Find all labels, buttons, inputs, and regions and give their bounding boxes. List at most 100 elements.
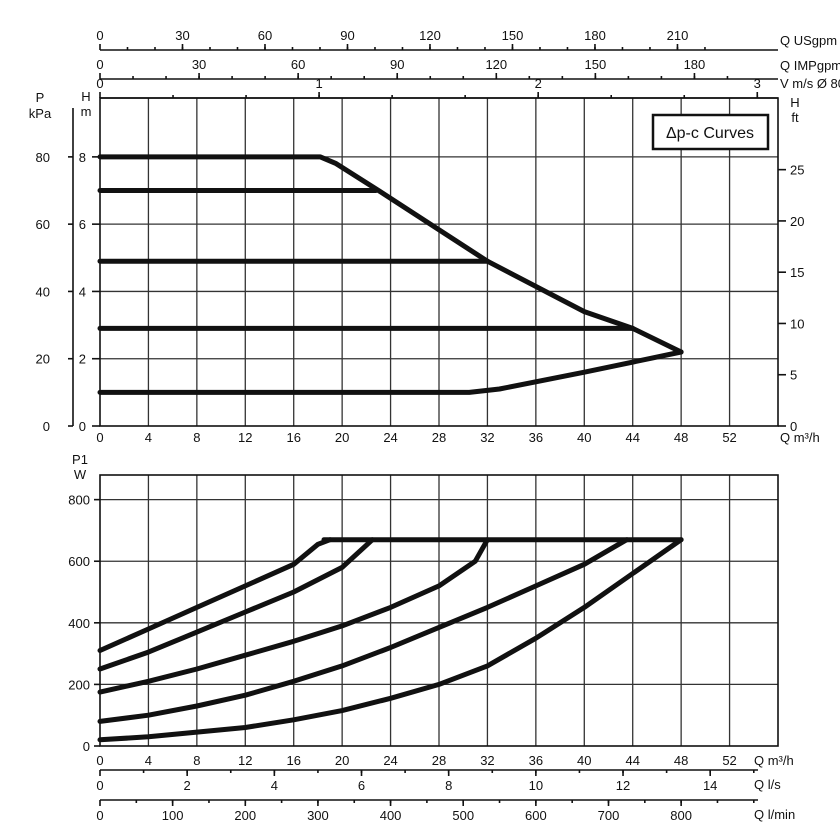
kpa-label-P: P <box>36 90 45 105</box>
top-x-tick-label: 8 <box>193 430 200 445</box>
lmin-tick-label: 300 <box>307 808 329 823</box>
top-x-tick-label: 52 <box>722 430 736 445</box>
velocity-axis-label: V m/s Ø 80 <box>780 76 840 91</box>
power-curve-3 <box>97 537 490 695</box>
impgpm-tick-label: 120 <box>485 57 507 72</box>
kpa-tick-label: 20 <box>36 352 50 367</box>
bottom-x-tick-label: 32 <box>480 753 494 768</box>
head-curve-1 <box>97 154 684 355</box>
power-tick-label: 600 <box>68 554 90 569</box>
power-tick-label: 400 <box>68 616 90 631</box>
ft-tick-label: 20 <box>790 214 804 229</box>
bottom-x-tick-label: 8 <box>193 753 200 768</box>
power-label-W: W <box>74 467 87 482</box>
chart-title: Δp-c Curves <box>666 125 754 142</box>
bottom-x-axis-label: Q m³/h <box>754 753 794 768</box>
top-y-tick-m: 6 <box>79 217 86 232</box>
bottom-x-tick-label: 20 <box>335 753 349 768</box>
kpa-tick-label: 60 <box>36 217 50 232</box>
usgpm-axis-label: Q USgpm <box>780 33 837 48</box>
impgpm-tick-label: 150 <box>585 57 607 72</box>
velocity-tick-label: 0 <box>96 76 103 91</box>
top-x-tick-label: 40 <box>577 430 591 445</box>
top-x-tick-label: 4 <box>145 430 152 445</box>
kpa-tick-label: 0 <box>43 419 50 434</box>
ls-tick-label: 12 <box>616 778 630 793</box>
bottom-x-tick-label: 36 <box>529 753 543 768</box>
impgpm-tick-label: 60 <box>291 57 305 72</box>
top-y-label-H: H <box>81 89 90 104</box>
usgpm-tick-label: 90 <box>340 28 354 43</box>
lmin-tick-label: 0 <box>96 808 103 823</box>
power-label-P1: P1 <box>72 452 88 467</box>
power-curve-4 <box>97 537 630 724</box>
velocity-tick-label: 1 <box>315 76 322 91</box>
impgpm-tick-label: 30 <box>192 57 206 72</box>
ls-tick-label: 10 <box>529 778 543 793</box>
bottom-x-tick-label: 40 <box>577 753 591 768</box>
power-tick-label: 0 <box>83 739 90 754</box>
velocity-tick-label: 2 <box>535 76 542 91</box>
ls-tick-label: 4 <box>271 778 278 793</box>
impgpm-tick-label: 180 <box>684 57 706 72</box>
usgpm-tick-label: 210 <box>667 28 689 43</box>
lmin-tick-label: 600 <box>525 808 547 823</box>
ft-label-unit: ft <box>791 110 799 125</box>
lmin-tick-label: 200 <box>234 808 256 823</box>
usgpm-tick-label: 150 <box>502 28 524 43</box>
usgpm-tick-label: 30 <box>175 28 189 43</box>
top-x-tick-label: 0 <box>96 430 103 445</box>
usgpm-tick-label: 180 <box>584 28 606 43</box>
top-y-tick-m: 0 <box>79 419 86 434</box>
ft-tick-label: 10 <box>790 316 804 331</box>
top-x-tick-label: 28 <box>432 430 446 445</box>
top-x-tick-label: 16 <box>286 430 300 445</box>
top-x-tick-label: 12 <box>238 430 252 445</box>
ft-tick-label: 15 <box>790 265 804 280</box>
bottom-x-tick-label: 52 <box>722 753 736 768</box>
top-y-label-m: m <box>81 104 92 119</box>
top-x-tick-label: 20 <box>335 430 349 445</box>
bottom-x-tick-label: 4 <box>145 753 152 768</box>
head-curve-5 <box>97 349 684 395</box>
top-y-tick-m: 8 <box>79 150 86 165</box>
bottom-x-tick-label: 24 <box>383 753 397 768</box>
lmin-tick-label: 800 <box>670 808 692 823</box>
lmin-tick-label: 500 <box>452 808 474 823</box>
power-curve-1 <box>97 537 333 653</box>
bottom-x-tick-label: 48 <box>674 753 688 768</box>
kpa-tick-label: 40 <box>36 284 50 299</box>
usgpm-tick-label: 120 <box>419 28 441 43</box>
lmin-tick-label: 400 <box>380 808 402 823</box>
usgpm-tick-label: 60 <box>258 28 272 43</box>
power-tick-label: 200 <box>68 677 90 692</box>
ls-tick-label: 8 <box>445 778 452 793</box>
ft-tick-label: 5 <box>790 368 797 383</box>
ls-axis-label: Q l/s <box>754 777 781 792</box>
ls-tick-label: 0 <box>96 778 103 793</box>
bottom-x-tick-label: 0 <box>96 753 103 768</box>
velocity-tick-label: 3 <box>754 76 761 91</box>
bottom-plot-frame <box>99 474 779 747</box>
ls-tick-label: 2 <box>184 778 191 793</box>
lmin-tick-label: 100 <box>162 808 184 823</box>
bottom-x-tick-label: 16 <box>286 753 300 768</box>
top-y-tick-m: 2 <box>79 352 86 367</box>
ft-tick-label: 25 <box>790 163 804 178</box>
power-curve-5 <box>97 537 684 743</box>
legend-box <box>651 113 770 151</box>
power-curve-2 <box>97 537 375 672</box>
lmin-tick-label: 700 <box>598 808 620 823</box>
power-tick-label: 800 <box>68 493 90 508</box>
top-x-tick-label: 36 <box>529 430 543 445</box>
kpa-label-unit: kPa <box>29 106 52 121</box>
lmin-axis-label: Q l/min <box>754 807 795 822</box>
bottom-x-tick-label: 44 <box>625 753 639 768</box>
top-x-tick-label: 48 <box>674 430 688 445</box>
ls-tick-label: 6 <box>358 778 365 793</box>
impgpm-tick-label: 0 <box>96 57 103 72</box>
ft-tick-label: 0 <box>790 419 797 434</box>
ls-tick-label: 14 <box>703 778 717 793</box>
